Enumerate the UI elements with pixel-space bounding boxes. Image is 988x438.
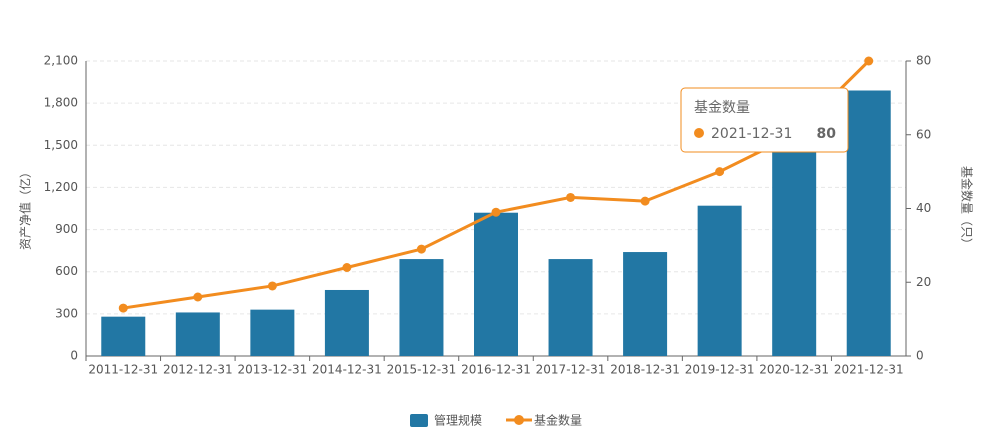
line-point [267, 281, 277, 291]
y2-tick-label: 0 [916, 349, 924, 363]
x-tick-label: 2019-12-31 [685, 363, 755, 377]
x-tick-label: 2013-12-31 [237, 363, 307, 377]
bar [474, 212, 518, 356]
y-tick-label: 1,500 [44, 138, 78, 152]
x-tick-label: 2018-12-31 [610, 363, 680, 377]
x-tick-label: 2012-12-31 [163, 363, 233, 377]
y-tick-label: 2,100 [44, 54, 78, 68]
line-point [715, 167, 725, 177]
line-point [566, 192, 576, 202]
x-tick-label: 2016-12-31 [461, 363, 531, 377]
bar [101, 316, 146, 356]
line-point [640, 196, 650, 206]
x-tick-label: 2017-12-31 [536, 363, 606, 377]
bar [324, 289, 369, 356]
y-tick-label: 0 [70, 349, 78, 363]
x-tick-label: 2021-12-31 [834, 363, 904, 377]
y-axis-title: 资产净值（亿） [18, 166, 33, 250]
tooltip-marker [694, 128, 704, 138]
bar [697, 205, 742, 356]
tooltip-title: 基金数量 [694, 99, 750, 116]
y-tick-label: 1,200 [44, 180, 78, 194]
y2-tick-label: 20 [916, 275, 931, 289]
y-tick-label: 600 [55, 264, 78, 278]
y2-tick-label: 40 [916, 201, 931, 215]
bar [846, 90, 891, 356]
y-tick-label: 300 [55, 306, 78, 320]
bar [623, 252, 668, 356]
bar [175, 312, 220, 356]
legend-label: 基金数量 [534, 413, 582, 428]
legend-swatch [410, 414, 428, 427]
legend-label: 管理规模 [434, 413, 482, 428]
bar [772, 145, 817, 356]
bar [250, 309, 295, 356]
x-tick-label: 2020-12-31 [759, 363, 829, 377]
y-tick-label: 1,800 [44, 96, 78, 110]
y2-tick-label: 60 [916, 127, 931, 141]
line-point [491, 207, 501, 217]
y2-axis-title: 基金数量（只） [960, 166, 975, 250]
x-tick-label: 2011-12-31 [88, 363, 158, 377]
y2-tick-label: 80 [916, 54, 931, 68]
y-tick-label: 900 [55, 222, 78, 236]
bar [399, 259, 444, 356]
tooltip-category: 2021-12-31 [711, 126, 792, 142]
legend-swatch [514, 415, 524, 425]
line-point [416, 244, 426, 254]
line-point [342, 263, 352, 272]
line-point [118, 303, 128, 313]
line-point [864, 56, 874, 66]
tooltip [680, 87, 849, 153]
bar [548, 259, 593, 356]
x-tick-label: 2015-12-31 [387, 363, 457, 377]
x-tick-label: 2014-12-31 [312, 363, 382, 377]
line-point [193, 292, 203, 302]
tooltip-value: 80 [817, 126, 837, 142]
